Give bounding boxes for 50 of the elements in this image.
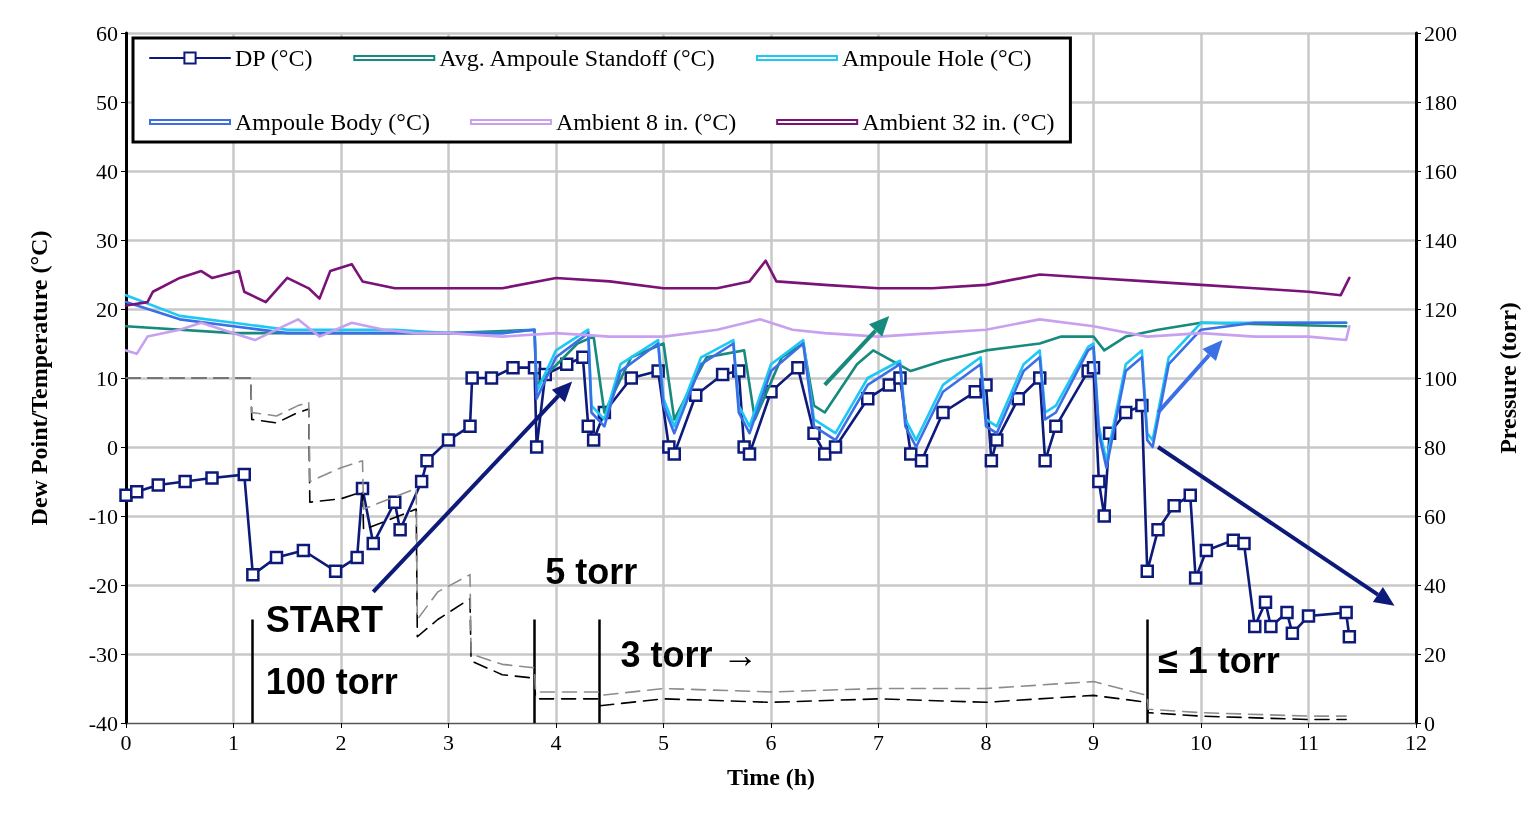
y-tick-label: 20 bbox=[96, 296, 118, 322]
y-tick-label: -20 bbox=[88, 572, 118, 598]
x-axis-title: Time (h) bbox=[726, 764, 816, 790]
y2-tick-label: 160 bbox=[1424, 158, 1457, 184]
annotation: 5 torr bbox=[545, 550, 638, 592]
x-tick-label: 3 bbox=[443, 729, 454, 755]
annotation: START bbox=[265, 599, 384, 640]
x-tick-label: 2 bbox=[335, 729, 347, 755]
y2-tick-label: 20 bbox=[1424, 641, 1446, 667]
y-tick-label: 0 bbox=[107, 434, 118, 460]
y-tick-label: 10 bbox=[96, 365, 118, 391]
x-tick-label: 7 bbox=[873, 729, 884, 755]
x-tick-label: 5 bbox=[658, 729, 669, 755]
x-tick-label: 1 bbox=[228, 729, 239, 755]
annotation: ≤ 1 torr bbox=[1158, 640, 1280, 682]
x-tick-label: 8 bbox=[980, 729, 992, 755]
x-tick-label: 10 bbox=[1190, 729, 1212, 755]
y2-tick-label: 180 bbox=[1424, 89, 1457, 115]
legend-label: Ampoule Hole (°C) bbox=[841, 45, 1032, 71]
annotation: 3 torr → bbox=[620, 633, 759, 675]
y2-tick-label: 80 bbox=[1424, 434, 1446, 460]
y2-tick-label: 120 bbox=[1424, 296, 1457, 322]
y2-tick-label: 100 bbox=[1424, 365, 1457, 391]
y2-tick-label: 0 bbox=[1424, 710, 1435, 736]
x-tick-label: 12 bbox=[1405, 729, 1427, 755]
y-tick-label: 40 bbox=[96, 158, 118, 184]
y2-tick-label: 140 bbox=[1424, 227, 1457, 253]
y2-tick-label: 200 bbox=[1424, 20, 1457, 46]
x-tick-label: 11 bbox=[1297, 729, 1320, 755]
y-tick-label: 30 bbox=[96, 227, 118, 253]
y-tick-label: -30 bbox=[88, 641, 118, 667]
y2-tick-label: 60 bbox=[1424, 503, 1446, 529]
legend-label: Ambient 8 in. (°C) bbox=[555, 109, 737, 135]
y-axis-title: Dew Point/Temperature (°C) bbox=[26, 230, 52, 526]
y-tick-label: -40 bbox=[88, 710, 118, 736]
legend-label: Ambient 32 in. (°C) bbox=[862, 109, 1055, 135]
y2-axis-title: Pressure (torr) bbox=[1495, 302, 1521, 454]
legend-label: DP (°C) bbox=[235, 45, 313, 71]
legend-label: Ampoule Body (°C) bbox=[235, 109, 430, 135]
x-tick-label: 4 bbox=[550, 729, 562, 755]
line-series bbox=[124, 259, 1351, 307]
x-tick-label: 6 bbox=[765, 729, 777, 755]
legend-label: Avg. Ampoule Standoff (°C) bbox=[439, 45, 715, 71]
y2-tick-label: 40 bbox=[1424, 572, 1446, 598]
y-tick-label: 50 bbox=[96, 89, 118, 115]
y-tick-label: -10 bbox=[88, 503, 118, 529]
annotation: 100 torr bbox=[265, 661, 398, 703]
line-series bbox=[124, 318, 1351, 356]
y-tick-label: 60 bbox=[96, 20, 118, 46]
x-tick-label: 9 bbox=[1088, 729, 1099, 755]
